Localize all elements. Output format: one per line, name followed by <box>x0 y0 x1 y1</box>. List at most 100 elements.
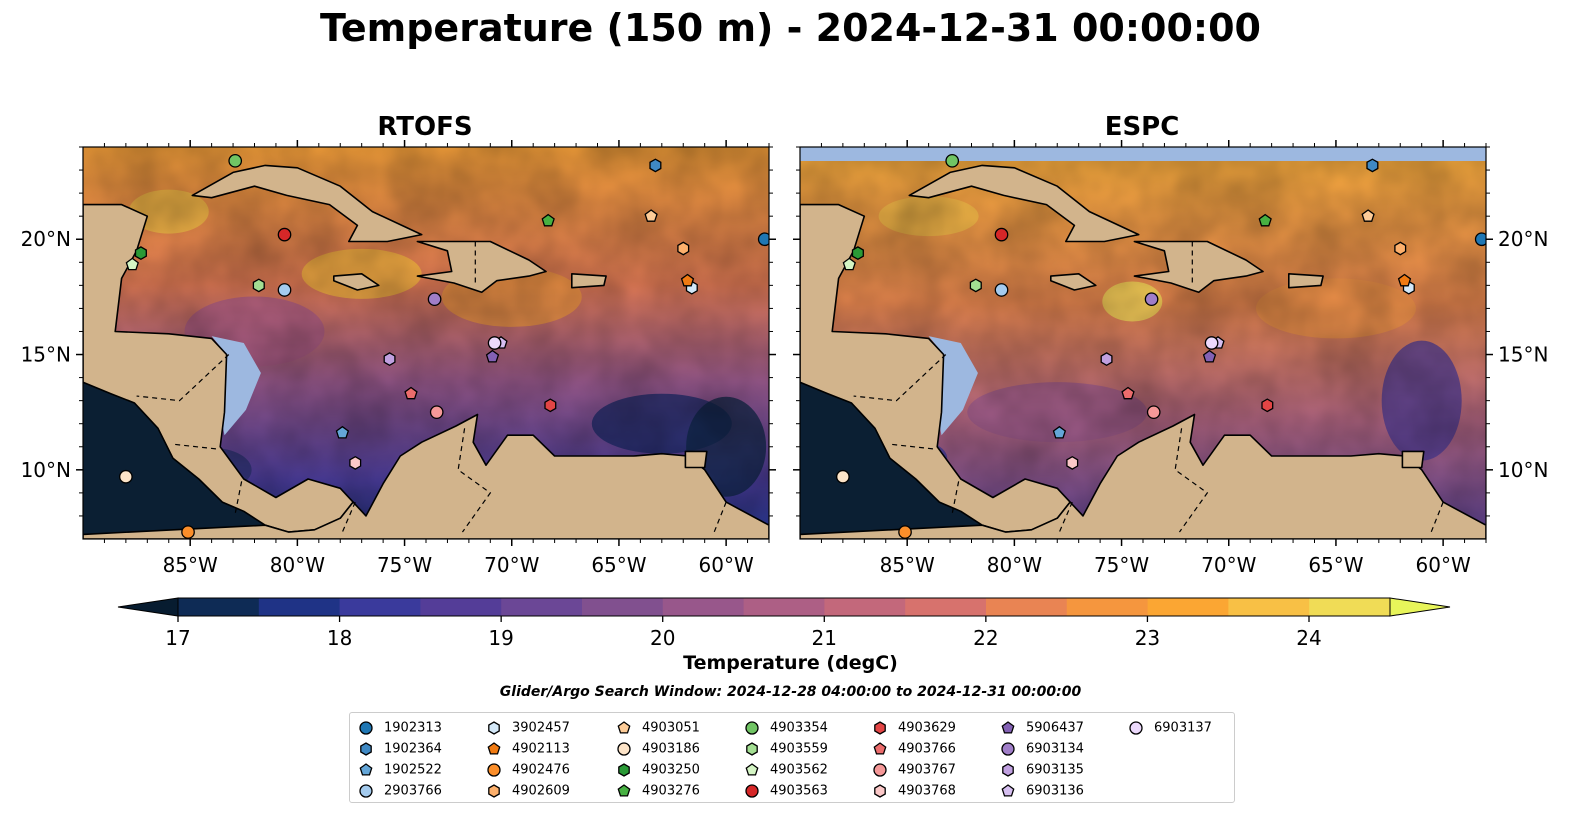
float-marker-4903562 <box>125 257 139 271</box>
colorbar: 17 18 19 20 21 22 23 24 <box>117 597 1451 650</box>
float-marker-1902364 <box>1366 158 1379 173</box>
lat-tick-label: 15°N <box>1498 343 1548 367</box>
land-mass <box>972 124 1015 136</box>
panel-title-espc: ESPC <box>1104 112 1180 142</box>
circle-marker-icon <box>617 742 631 756</box>
lat-tick-label: 20°N <box>1498 227 1548 251</box>
legend-item: 6903134 <box>1000 741 1084 757</box>
float-marker-4903186 <box>119 469 133 484</box>
legend-item: 4903563 <box>744 783 828 799</box>
legend-marker <box>1002 763 1014 777</box>
float-marker-4902113 <box>680 273 695 287</box>
float-marker-4903563 <box>277 227 292 242</box>
float-marker-6903134 <box>427 292 442 307</box>
map-ticks: 85°W 80°W 75°W 70°W 65°W 60°W 10°N 15°N 20°N <box>21 140 776 577</box>
legend-item: 5906437 <box>1000 720 1084 736</box>
land-mass <box>1401 450 1425 469</box>
land-mass <box>908 164 1140 243</box>
float-marker-2903766 <box>277 283 292 297</box>
legend-label: 4903563 <box>770 783 828 799</box>
legend-item: 1902313 <box>358 720 442 736</box>
land-mass <box>684 450 708 469</box>
colorbar-tick-label: 19 <box>488 626 513 650</box>
legend-marker <box>487 763 501 777</box>
legend-item: 4903559 <box>744 741 828 757</box>
legend-label: 4903629 <box>898 720 956 736</box>
float-marker-4903768 <box>1066 455 1079 470</box>
float-marker-1902364 <box>649 158 662 173</box>
legend-marker <box>874 784 886 798</box>
colorbar-tick-label: 24 <box>1296 626 1321 650</box>
colorbar-tick-label: 23 <box>1135 626 1160 650</box>
legend-marker <box>746 742 758 756</box>
legend-item: 4903276 <box>616 783 700 799</box>
legend-item: 4902113 <box>486 741 570 757</box>
pentagon-marker-icon <box>359 763 373 776</box>
country-border <box>175 443 219 450</box>
legend-item: 6903137 <box>1128 720 1212 736</box>
legend-marker <box>359 784 373 798</box>
float-marker-1902522 <box>1052 425 1067 439</box>
legend-marker <box>745 721 759 735</box>
pentagon-marker-icon <box>745 763 759 776</box>
colorbar-bin <box>582 598 664 616</box>
lon-tick-label: 75°W <box>377 553 432 577</box>
legend-label: 4903767 <box>898 762 956 778</box>
circle-marker-icon <box>1001 742 1015 756</box>
legend-marker <box>487 742 501 755</box>
legend-label: 6903137 <box>1154 720 1212 736</box>
legend-item: 4903766 <box>872 741 956 757</box>
legend-label: 4903250 <box>642 762 700 778</box>
no-data-band <box>800 147 1486 161</box>
hexagon-marker-icon <box>618 763 630 777</box>
float-marker-4903766 <box>404 386 418 400</box>
pentagon-marker-icon <box>487 742 501 755</box>
country-border <box>1429 501 1444 535</box>
colorbar-label: Temperature (degC) <box>683 652 898 674</box>
colorbar-bin <box>1228 598 1310 616</box>
circle-marker-icon <box>873 763 887 777</box>
legend-marker <box>1129 721 1143 735</box>
legend-item: 4903354 <box>744 720 828 736</box>
colorbar-bin <box>986 598 1068 616</box>
float-marker-6903137 <box>487 336 502 350</box>
float-marker-4903250 <box>134 246 147 261</box>
float-marker-4903629 <box>544 398 557 413</box>
legend-marker <box>873 763 887 777</box>
lon-tick-label: 60°W <box>1416 553 1471 577</box>
legend-marker <box>359 763 373 776</box>
pentagon-marker-icon <box>617 784 631 797</box>
hexagon-marker-icon <box>360 742 372 756</box>
lon-tick-label: 65°W <box>1308 553 1363 577</box>
colorbar-bin <box>824 598 906 616</box>
legend-label: 2903766 <box>384 783 442 799</box>
float-marker-4903276 <box>541 213 555 227</box>
hexagon-marker-icon <box>746 742 758 756</box>
legend-marker <box>745 763 759 776</box>
lat-tick-label: 10°N <box>21 458 71 482</box>
rtofs-map-panel: 85°W 80°W 75°W 70°W 65°W 60°W 10°N 15°N 20°N <box>21 140 776 577</box>
float-marker-4902609 <box>1394 241 1407 256</box>
legend-marker <box>1001 721 1015 734</box>
legend-label: 4902113 <box>512 741 570 757</box>
land-mass <box>83 203 354 533</box>
colorbar-extend-low <box>117 597 179 617</box>
float-marker-6903135 <box>383 352 396 367</box>
legend-marker <box>488 721 500 735</box>
land-mass <box>800 413 1486 539</box>
lat-tick-label: 10°N <box>1498 458 1548 482</box>
legend-item: 4903768 <box>872 783 956 799</box>
legend-item: 1902522 <box>358 762 442 778</box>
land-mass <box>800 203 1071 533</box>
country-border <box>951 481 960 514</box>
country-border <box>136 354 230 402</box>
float-marker-5906437 <box>485 349 500 363</box>
hexagon-marker-icon <box>488 721 500 735</box>
legend-item: 4903562 <box>744 762 828 778</box>
legend-marker <box>359 721 373 735</box>
legend-marker <box>1001 742 1015 756</box>
land-mass <box>191 164 423 243</box>
float-marker-6903137 <box>1204 336 1219 350</box>
lon-tick-label: 65°W <box>591 553 646 577</box>
legend-item: 1902364 <box>358 741 442 757</box>
